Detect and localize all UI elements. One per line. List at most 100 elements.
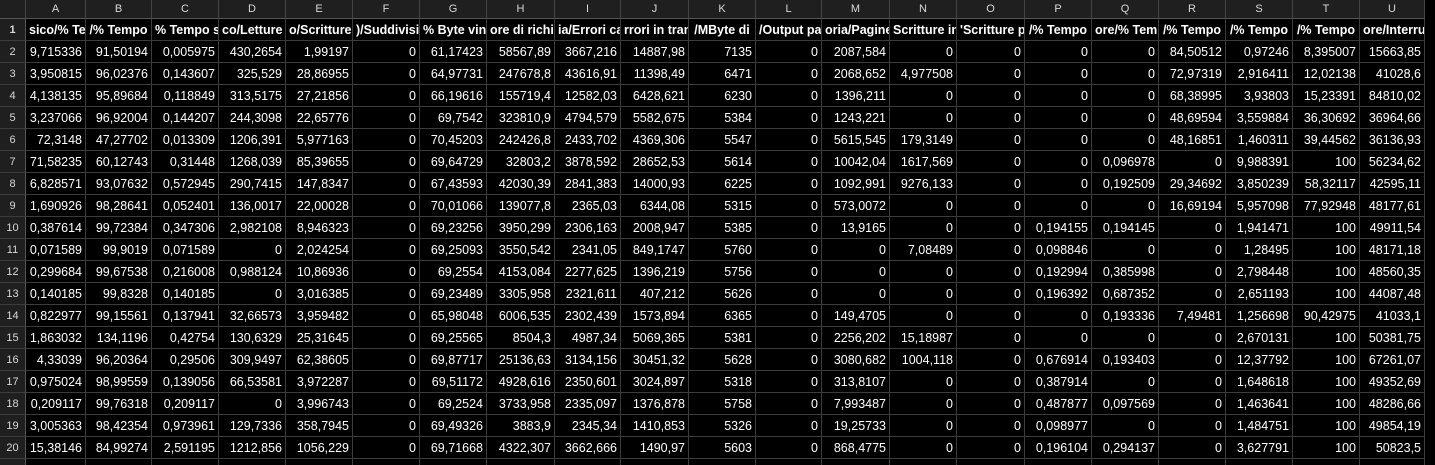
data-cell[interactable]: 0 [353, 173, 420, 195]
data-cell[interactable]: 0 [756, 63, 822, 85]
data-cell[interactable]: 0,194155 [1025, 217, 1092, 239]
column-header-J[interactable]: J [621, 0, 689, 19]
data-cell[interactable]: 25,31645 [286, 327, 353, 349]
data-cell[interactable]: 5615,545 [822, 129, 890, 151]
column-header-O[interactable]: O [957, 0, 1025, 19]
data-cell[interactable]: 1,690926 [26, 195, 86, 217]
data-cell[interactable]: 0 [756, 327, 822, 349]
data-cell[interactable]: 5547 [689, 129, 756, 151]
data-cell[interactable]: 0 [353, 107, 420, 129]
data-cell[interactable]: 69,51172 [420, 371, 487, 393]
data-cell[interactable]: 0 [957, 151, 1025, 173]
data-cell[interactable]: 0,193403 [1092, 349, 1159, 371]
data-cell[interactable]: 1490,97 [621, 437, 689, 459]
data-cell[interactable]: 48,16851 [1159, 129, 1226, 151]
data-cell[interactable]: 0 [353, 371, 420, 393]
data-cell[interactable]: 49352,69 [1360, 371, 1425, 393]
data-cell[interactable]: 0 [1092, 107, 1159, 129]
data-cell[interactable]: 8,395007 [1293, 41, 1360, 63]
data-cell[interactable]: 313,8107 [822, 371, 890, 393]
data-cell[interactable]: 0 [957, 195, 1025, 217]
data-cell[interactable]: 0 [756, 151, 822, 173]
data-cell[interactable]: 0 [353, 151, 420, 173]
data-cell[interactable]: 134,1196 [86, 327, 152, 349]
data-cell[interactable]: 0,31448 [152, 151, 219, 173]
data-cell[interactable]: 93,24717 [86, 459, 152, 465]
data-cell[interactable]: 6428,621 [621, 85, 689, 107]
data-cell[interactable]: 2350,601 [555, 371, 621, 393]
data-cell[interactable]: 1004,118 [890, 349, 957, 371]
data-cell[interactable]: 0,192994 [1025, 261, 1092, 283]
column-header-N[interactable]: N [890, 0, 957, 19]
data-cell[interactable]: 6006,535 [487, 305, 555, 327]
data-cell[interactable]: 6365 [689, 305, 756, 327]
data-cell[interactable]: 6471 [689, 63, 756, 85]
header-cell-P[interactable]: /% Tempo [1025, 19, 1092, 41]
data-cell[interactable]: 0,005975 [152, 41, 219, 63]
data-cell[interactable]: 5381 [689, 327, 756, 349]
data-cell[interactable]: 1396,211 [822, 85, 890, 107]
data-cell[interactable]: 15,18987 [890, 327, 957, 349]
data-cell[interactable]: 1376,878 [621, 393, 689, 415]
header-cell-B[interactable]: /% Tempo [86, 19, 152, 41]
data-cell[interactable]: 5603 [689, 437, 756, 459]
data-cell[interactable]: 0 [1159, 327, 1226, 349]
column-header-B[interactable]: B [86, 0, 152, 19]
data-cell[interactable]: 4369,306 [621, 129, 689, 151]
data-cell[interactable]: 15,38146 [26, 437, 86, 459]
data-cell[interactable]: 49911,54 [1360, 217, 1425, 239]
data-cell[interactable]: 0 [957, 371, 1025, 393]
data-cell[interactable]: 5,360073 [1226, 459, 1293, 465]
data-cell[interactable]: 0 [353, 437, 420, 459]
data-cell[interactable]: 0 [219, 239, 286, 261]
data-cell[interactable]: 72,3148 [26, 129, 86, 151]
data-cell[interactable]: 0,676914 [1025, 349, 1092, 371]
data-cell[interactable]: 0 [1159, 415, 1226, 437]
data-cell[interactable]: 0 [890, 415, 957, 437]
data-cell[interactable]: 0 [353, 85, 420, 107]
data-cell[interactable]: 0,137941 [152, 305, 219, 327]
data-cell[interactable]: 0 [1092, 129, 1159, 151]
data-cell[interactable]: 50381,75 [1360, 327, 1425, 349]
data-cell[interactable]: 0 [1092, 327, 1159, 349]
data-cell[interactable]: 43616,91 [555, 63, 621, 85]
column-header-H[interactable]: H [487, 0, 555, 19]
data-cell[interactable]: 0 [353, 283, 420, 305]
data-cell[interactable]: 96,02376 [86, 63, 152, 85]
row-header-6[interactable]: 6 [0, 129, 26, 151]
data-cell[interactable]: 179,3149 [890, 129, 957, 151]
data-cell[interactable]: 0 [1025, 41, 1092, 63]
row-header-20[interactable]: 20 [0, 437, 26, 459]
data-cell[interactable]: 41028,6 [1360, 63, 1425, 85]
data-cell[interactable]: 9,988391 [1226, 151, 1293, 173]
row-header-1[interactable]: 1 [0, 19, 26, 41]
data-cell[interactable]: 358,7945 [286, 415, 353, 437]
data-cell[interactable]: 5385 [689, 217, 756, 239]
header-cell-N[interactable]: Scritture in [890, 19, 957, 41]
row-header-3[interactable]: 3 [0, 63, 26, 85]
data-cell[interactable]: 13,9165 [822, 217, 890, 239]
data-cell[interactable]: 0 [756, 283, 822, 305]
data-cell[interactable]: 1,28495 [1226, 239, 1293, 261]
data-cell[interactable]: 4794,579 [555, 107, 621, 129]
data-cell[interactable]: 49854,19 [1360, 415, 1425, 437]
data-cell[interactable]: 3,972287 [286, 371, 353, 393]
data-cell[interactable]: 25136,63 [487, 349, 555, 371]
data-cell[interactable]: 0 [1025, 85, 1092, 107]
data-cell[interactable]: 10,86936 [286, 261, 353, 283]
data-cell[interactable]: 16,69194 [1159, 195, 1226, 217]
data-cell[interactable]: 0 [756, 107, 822, 129]
data-cell[interactable]: 3,559884 [1226, 107, 1293, 129]
data-cell[interactable]: 1,460311 [1226, 129, 1293, 151]
header-cell-H[interactable]: ore di richie [487, 19, 555, 41]
data-cell[interactable]: 62,38605 [286, 349, 353, 371]
data-cell[interactable]: 0 [353, 393, 420, 415]
data-cell[interactable]: 48171,18 [1360, 239, 1425, 261]
data-cell[interactable]: 90,42975 [1293, 305, 1360, 327]
data-cell[interactable]: 0 [890, 371, 957, 393]
data-cell[interactable]: 3,950815 [26, 63, 86, 85]
data-cell[interactable]: 36,30692 [1293, 107, 1360, 129]
data-cell[interactable]: 0 [1159, 437, 1226, 459]
column-header-C[interactable]: C [152, 0, 219, 19]
data-cell[interactable]: 0,098977 [1025, 415, 1092, 437]
